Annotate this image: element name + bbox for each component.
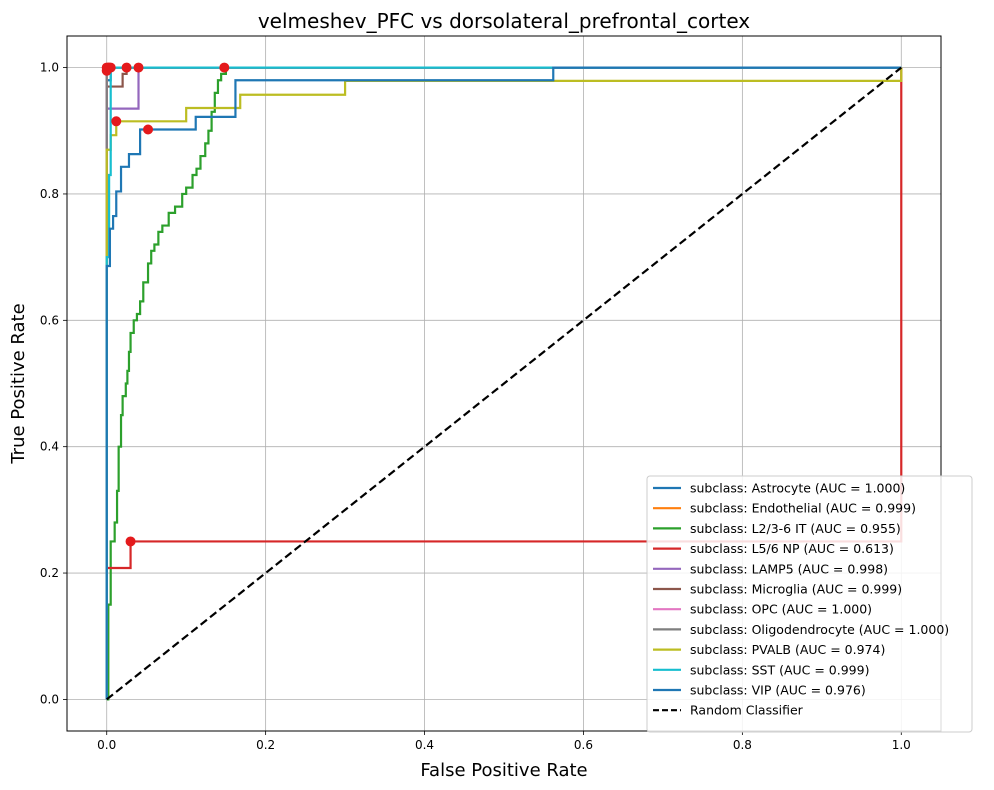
legend-entry: subclass: L5/6 NP (AUC = 0.613) bbox=[690, 541, 894, 556]
y-tick-label: 0.8 bbox=[40, 187, 59, 201]
x-tick-label: 1.0 bbox=[892, 738, 911, 752]
chart-title: velmeshev_PFC vs dorsolateral_prefrontal… bbox=[258, 9, 750, 33]
series-line-10 bbox=[105, 66, 902, 700]
optimal-point-marker bbox=[133, 62, 144, 73]
series-line-11 bbox=[106, 66, 902, 701]
optimal-point-marker bbox=[105, 62, 116, 73]
legend-entry: subclass: Astrocyte (AUC = 1.000) bbox=[690, 481, 905, 496]
legend-entry: subclass: Endothelial (AUC = 0.999) bbox=[690, 501, 916, 516]
optimal-point-marker bbox=[219, 62, 230, 73]
legend-entry: subclass: VIP (AUC = 0.976) bbox=[690, 683, 866, 698]
optimal-point-marker bbox=[125, 536, 136, 547]
legend-box bbox=[646, 475, 973, 733]
optimal-point-marker bbox=[143, 124, 154, 135]
x-tick-label: 0.2 bbox=[256, 738, 275, 752]
y-tick-label: 1.0 bbox=[40, 61, 59, 75]
y-tick-label: 0.0 bbox=[40, 692, 59, 706]
x-tick-label: 0.0 bbox=[97, 738, 116, 752]
x-tick-label: 0.6 bbox=[574, 738, 593, 752]
grid bbox=[67, 36, 941, 731]
y-tick-label: 0.2 bbox=[40, 566, 59, 580]
y-tick-label: 0.6 bbox=[40, 313, 59, 327]
optimal-point-marker bbox=[121, 62, 132, 73]
y-tick-label: 0.4 bbox=[40, 440, 59, 454]
legend-entry: subclass: OPC (AUC = 1.000) bbox=[690, 602, 872, 617]
series-layer bbox=[101, 62, 903, 701]
legend-entry: subclass: LAMP5 (AUC = 0.998) bbox=[690, 561, 888, 576]
legend: subclass: Astrocyte (AUC = 1.000) subclas… bbox=[646, 475, 973, 733]
legend-entry: Random Classifier bbox=[690, 703, 804, 718]
series-line-2 bbox=[106, 66, 902, 701]
optimal-point-marker bbox=[111, 116, 122, 127]
y-axis-label: True Positive Rate bbox=[8, 303, 29, 464]
legend-entry: subclass: L2/3-6 IT (AUC = 0.955) bbox=[690, 521, 901, 536]
legend-entry: subclass: PVALB (AUC = 0.974) bbox=[690, 642, 885, 657]
axis-ticks: 0.0 0.2 0.4 0.6 0.8 1.0 0.0 0.2 0.4 0.6 0.8 1.0 bbox=[40, 61, 911, 752]
legend-entry: subclass: SST (AUC = 0.999) bbox=[690, 662, 869, 677]
x-tick-label: 0.8 bbox=[733, 738, 752, 752]
legend-entry: subclass: Microglia (AUC = 0.999) bbox=[690, 582, 902, 597]
x-axis-label: False Positive Rate bbox=[420, 760, 587, 781]
legend-entry: subclass: Oligodendrocyte (AUC = 1.000) bbox=[690, 622, 949, 637]
x-tick-label: 0.4 bbox=[415, 738, 434, 752]
plot-frame bbox=[66, 35, 942, 732]
